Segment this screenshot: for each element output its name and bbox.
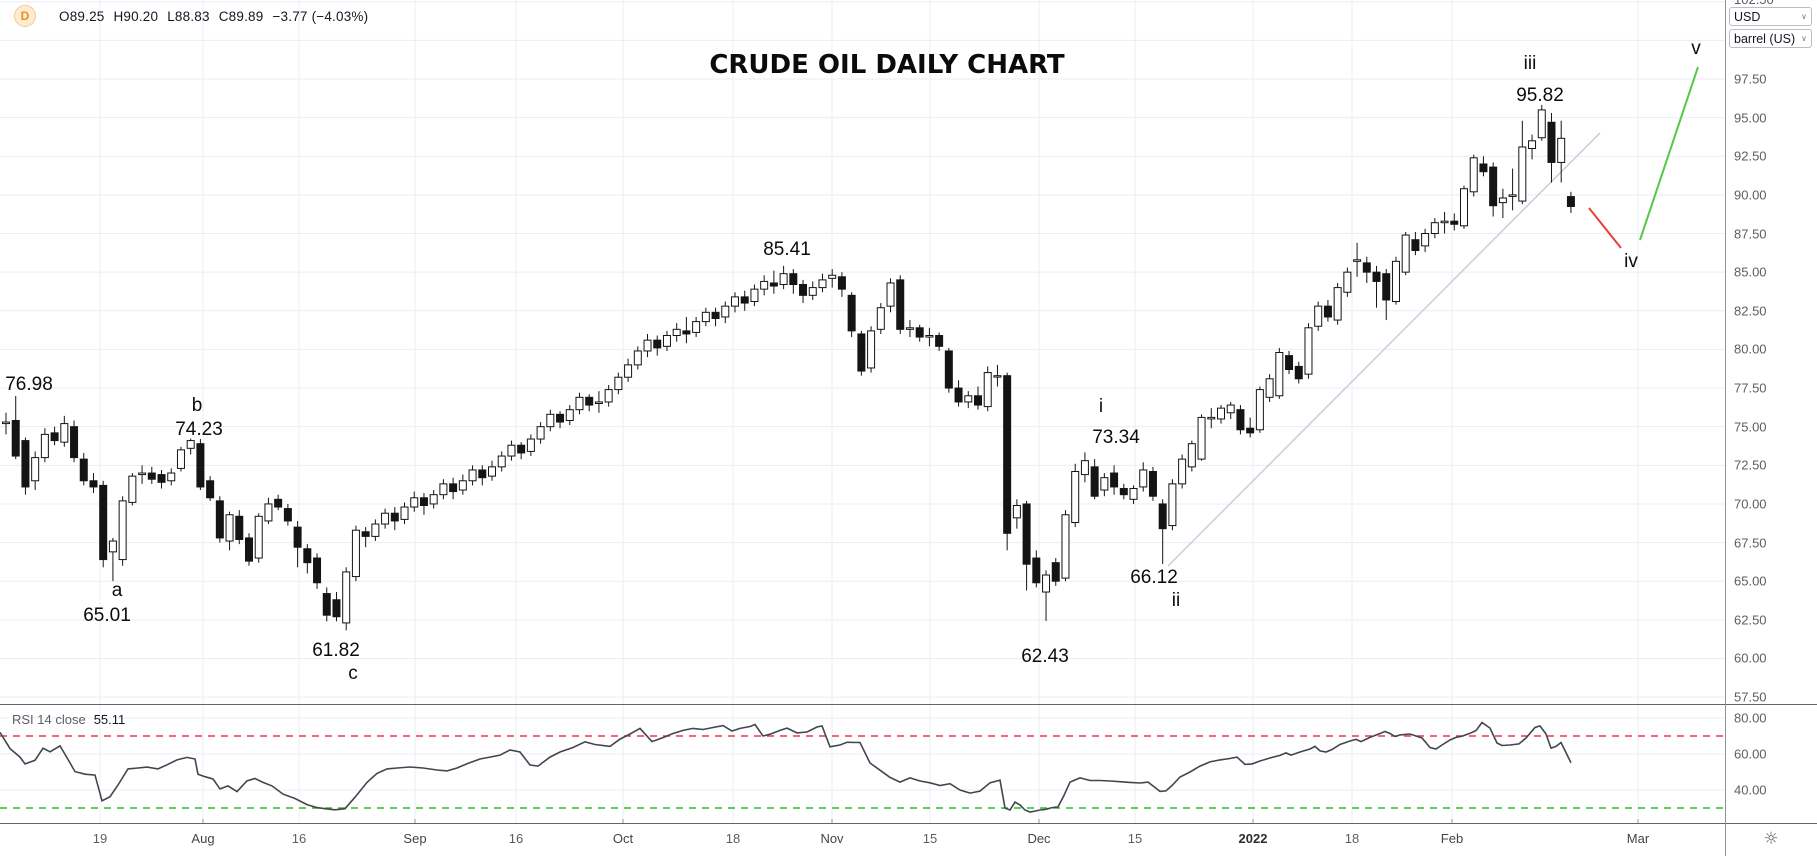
chart-title: CRUDE OIL DAILY CHART <box>709 50 1065 80</box>
chevron-down-icon: ∨ <box>1801 12 1807 21</box>
wave-annotation: 61.82 <box>312 640 360 661</box>
rsi-legend-label: RSI 14 close <box>12 712 86 727</box>
chevron-down-icon: ∨ <box>1801 34 1807 43</box>
interval-badge[interactable]: D <box>14 5 36 27</box>
wave-annotation: v <box>1691 38 1701 59</box>
wave-annotation: 65.01 <box>83 605 131 626</box>
price-axis-label: 62.50 <box>1734 612 1767 628</box>
panel-divider[interactable] <box>0 704 1817 705</box>
wave-annotation: 66.12 <box>1130 567 1178 588</box>
wave-annotation: 95.82 <box>1516 85 1564 106</box>
rsi-axis-label: 40.00 <box>1734 782 1767 798</box>
currency-label: USD <box>1734 9 1761 24</box>
time-axis-label: 19 <box>92 831 108 846</box>
time-axis-label: 16 <box>291 831 307 846</box>
time-axis-label: Feb <box>1440 831 1464 846</box>
time-axis-label: 16 <box>508 831 524 846</box>
price-axis-label: 95.00 <box>1734 110 1767 126</box>
price-axis-label: 67.50 <box>1734 535 1767 551</box>
time-axis-divider <box>0 823 1817 824</box>
rsi-line <box>0 721 1572 813</box>
wave-annotation: ii <box>1172 590 1180 611</box>
price-axis-label: 57.50 <box>1734 689 1767 705</box>
rsi-legend-value: 55.11 <box>93 712 126 727</box>
price-axis-label: 72.50 <box>1734 457 1767 473</box>
rsi-axis-label: 60.00 <box>1734 746 1767 762</box>
price-axis-label: 82.50 <box>1734 303 1767 319</box>
time-axis-label: 15 <box>1127 831 1143 846</box>
wave-annotation: 73.34 <box>1092 427 1140 448</box>
trendline[interactable] <box>1167 132 1601 567</box>
price-axis-label: 80.00 <box>1734 341 1767 357</box>
price-axis[interactable]: 102.50 USD ∨ barrel (US) ∨ 97.50 95.00 92.… <box>1725 0 1817 823</box>
wave-annotation: iii <box>1524 53 1537 74</box>
price-axis-label: 77.50 <box>1734 380 1767 396</box>
price-axis-label: 65.00 <box>1734 573 1767 589</box>
time-axis-label: Sep <box>403 831 427 846</box>
time-axis[interactable]: 19 Aug 16 Sep 16 Oct 18 Nov 15 Dec 15 2022 18 Feb Mar <box>0 823 1725 856</box>
wave-annotation: 76.98 <box>5 374 53 395</box>
time-axis-label: 15 <box>922 831 938 846</box>
time-axis-label: Mar <box>1626 831 1650 846</box>
wave-annotation: 85.41 <box>763 239 811 260</box>
price-axis-label: 70.00 <box>1734 496 1767 512</box>
unit-dropdown[interactable]: barrel (US) ∨ <box>1729 29 1812 48</box>
ohlc-high: H90.20 <box>113 8 159 24</box>
time-axis-label: Dec <box>1027 831 1051 846</box>
price-axis-label: 97.50 <box>1734 71 1767 87</box>
wave-annotation: iv <box>1624 251 1638 272</box>
wave-annotation: 74.23 <box>175 419 223 440</box>
unit-label: barrel (US) <box>1734 31 1796 46</box>
time-axis-label: 2022 <box>1238 831 1268 846</box>
time-axis-label: 18 <box>725 831 741 846</box>
gear-icon[interactable]: ☼ <box>1763 829 1779 849</box>
wave-annotation: 62.43 <box>1021 646 1069 667</box>
price-axis-label: 90.00 <box>1734 187 1767 203</box>
ohlc-change: −3.77 (−4.03%) <box>272 8 369 24</box>
wave-annotation: a <box>112 580 123 601</box>
wave-annotation: i <box>1099 396 1103 417</box>
ohlc-open: O89.25 <box>59 8 105 24</box>
time-axis-label: Oct <box>612 831 634 846</box>
rsi-legend: RSI 14 close 55.11 <box>12 712 125 727</box>
price-axis-label: 87.50 <box>1734 226 1767 242</box>
projection-arrow-down[interactable] <box>1588 207 1622 249</box>
rsi-axis-label: 80.00 <box>1734 710 1767 726</box>
price-axis-clipped-label: 102.50 <box>1734 0 1774 7</box>
wave-annotation: c <box>348 663 358 684</box>
currency-dropdown[interactable]: USD ∨ <box>1729 7 1812 26</box>
wave-annotation: b <box>192 395 203 416</box>
price-axis-divider <box>1725 0 1726 856</box>
price-axis-label: 85.00 <box>1734 264 1767 280</box>
ohlc-low: L88.83 <box>167 8 210 24</box>
time-axis-label: Nov <box>820 831 844 846</box>
ohlc-close: C89.89 <box>218 8 264 24</box>
time-axis-label: 18 <box>1344 831 1360 846</box>
time-axis-label: Aug <box>191 831 215 846</box>
axis-corner: ☼ <box>1725 823 1817 856</box>
candlestick-series <box>2 104 1575 631</box>
ohlc-readout: D O89.25 H90.20 L88.83 C89.89 −3.77 (−4.… <box>14 5 368 27</box>
price-axis-label: 75.00 <box>1734 419 1767 435</box>
projection-arrow-up[interactable] <box>1639 66 1699 241</box>
price-axis-label: 60.00 <box>1734 650 1767 666</box>
price-axis-label: 92.50 <box>1734 148 1767 164</box>
